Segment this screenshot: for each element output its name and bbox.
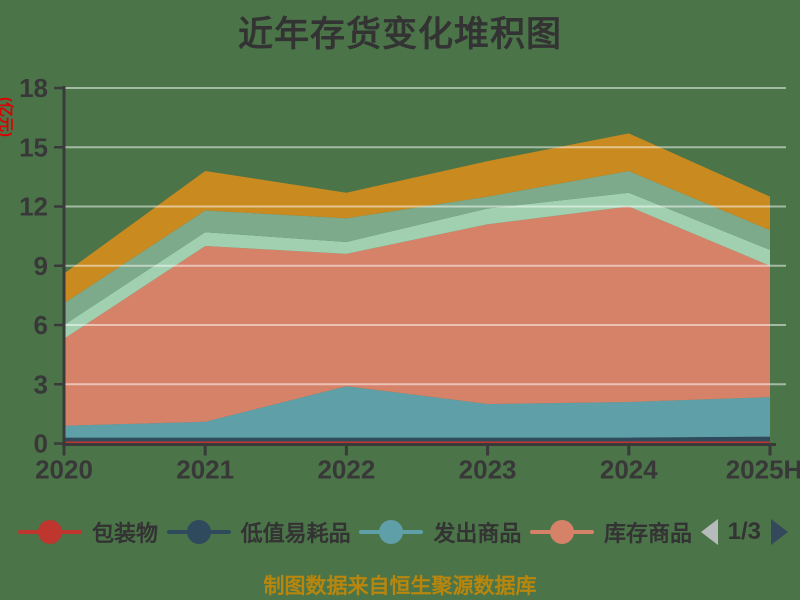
chart-title: 近年存货变化堆积图 xyxy=(237,15,562,54)
y-tick-label: 6 xyxy=(34,310,48,340)
x-tick-label: 2023 xyxy=(459,455,517,485)
legend-item-label: 包装物 xyxy=(92,521,159,546)
y-tick-label: 9 xyxy=(34,251,48,281)
x-tick-label: 2022 xyxy=(317,455,375,485)
area-series-3 xyxy=(64,386,770,438)
y-tick-label: 0 xyxy=(34,429,48,459)
y-tick-label: 15 xyxy=(19,132,48,162)
legend-item-label: 库存商品 xyxy=(603,521,692,546)
legend-item-4[interactable]: 库存商品 xyxy=(529,516,692,548)
area-series-2 xyxy=(64,436,770,442)
legend-marker-icon xyxy=(359,519,424,545)
legend: 包装物 低值易耗品 发出商品 库存商品 1/3 xyxy=(0,512,800,552)
legend-item-label: 低值易耗品 xyxy=(240,521,351,546)
x-tick-label: 2021 xyxy=(176,455,234,485)
y-tick-label: 12 xyxy=(19,192,48,222)
legend-item-label: 发出商品 xyxy=(433,521,522,546)
data-source-note: 制图数据来自恒生聚源数据库 xyxy=(263,575,537,598)
legend-next-page-arrow-icon[interactable] xyxy=(771,519,788,545)
stacked-area-chart: 0 3 6 9 12 15 18 2020 2021 2022 2023 2024 2025H xyxy=(19,73,800,485)
x-tick-label: 2020 xyxy=(35,455,93,485)
x-tick-label: 2025H xyxy=(726,455,800,485)
legend-pagination: 1/3 xyxy=(700,518,788,546)
legend-marker-icon xyxy=(166,519,231,545)
legend-item-3[interactable]: 发出商品 xyxy=(359,516,521,548)
legend-marker-icon xyxy=(18,519,82,545)
legend-page-indicator: 1/3 xyxy=(727,518,761,545)
x-tick-label: 2024 xyxy=(600,455,658,485)
legend-item-2[interactable]: 低值易耗品 xyxy=(166,516,351,548)
area-series-7 xyxy=(64,133,770,304)
y-tick-label: 3 xyxy=(34,369,48,399)
y-tick-label: 18 xyxy=(19,73,48,103)
legend-marker-icon xyxy=(529,519,594,545)
legend-prev-page-arrow-icon[interactable] xyxy=(700,519,718,545)
area-series-4 xyxy=(64,206,770,426)
legend-item-1[interactable]: 包装物 xyxy=(18,516,158,548)
